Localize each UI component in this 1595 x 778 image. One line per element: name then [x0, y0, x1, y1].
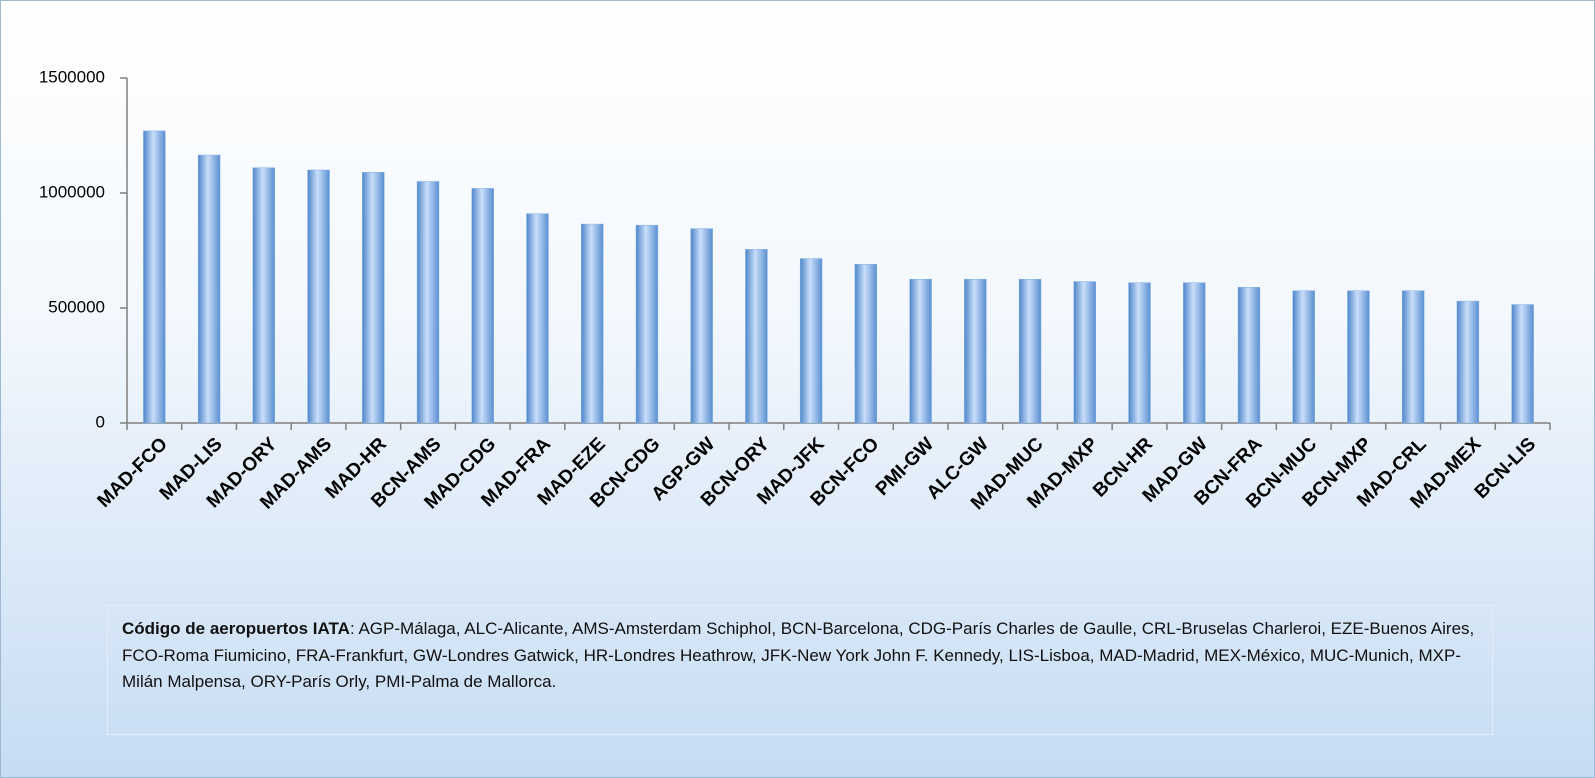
y-tick-label: 500000: [48, 297, 105, 316]
bar: [1237, 287, 1261, 424]
y-tick-label: 1000000: [39, 182, 105, 201]
note-label: Código de aeropuertos IATA: [122, 619, 350, 638]
note-box: Código de aeropuertos IATA: AGP-Málaga, …: [107, 605, 1493, 735]
note-text: : AGP-Málaga, ALC-Alicante, AMS-Amsterda…: [122, 619, 1475, 691]
bar: [1401, 290, 1425, 424]
bar: [416, 181, 440, 424]
x-tick-label: MAD-FCO: [94, 434, 172, 512]
bar: [526, 213, 549, 424]
bar: [197, 154, 221, 424]
bar: [1292, 290, 1315, 424]
bar: [362, 172, 385, 424]
y-tick-label: 1500000: [39, 67, 105, 86]
bar: [635, 224, 659, 424]
bar: [471, 188, 494, 424]
bar: [1347, 290, 1370, 424]
y-tick-label: 0: [96, 412, 105, 431]
bar: [1018, 279, 1042, 424]
bar: [1456, 300, 1480, 424]
x-tick-label: BCN-LIS: [1471, 434, 1540, 503]
bar: [799, 258, 823, 424]
bar: [745, 249, 768, 424]
bar: [252, 167, 276, 424]
bar: [1511, 304, 1534, 424]
bar: [581, 223, 604, 424]
bar: [909, 279, 932, 424]
bar: [964, 279, 987, 424]
bar: [1128, 282, 1151, 424]
bar: [854, 264, 878, 424]
bar: [1073, 281, 1096, 424]
bar: [307, 169, 330, 424]
bar: [1183, 282, 1206, 424]
bar: [143, 130, 166, 424]
bar: [690, 228, 713, 424]
